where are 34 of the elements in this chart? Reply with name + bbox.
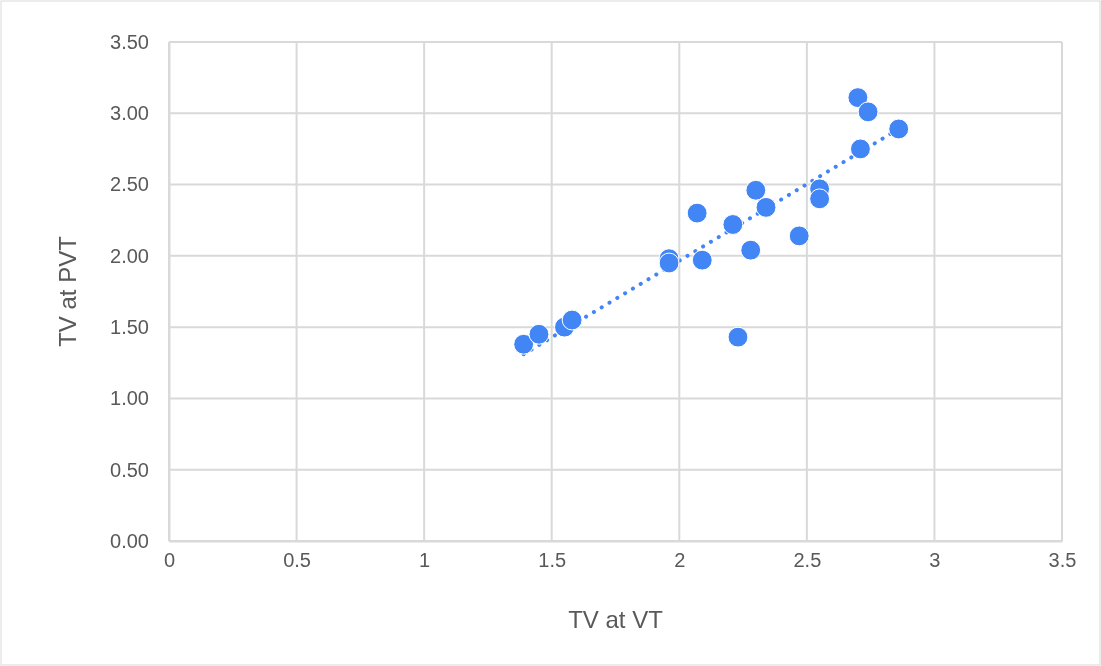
x-tick-label: 0.5 — [283, 549, 311, 572]
y-tick-label: 1.00 — [110, 387, 149, 410]
x-tick-label: 1 — [419, 549, 431, 572]
y-tick-label: 0.50 — [110, 458, 149, 481]
point — [788, 225, 810, 247]
point — [513, 333, 535, 355]
y-tick-label: 0.00 — [110, 529, 149, 552]
x-tick-label: 3 — [929, 549, 941, 572]
point — [888, 118, 910, 140]
x-tick-label: 2.5 — [793, 549, 822, 572]
x-tick-label: 3.5 — [1048, 549, 1077, 572]
y-tick-label: 1.50 — [110, 316, 149, 339]
point — [727, 326, 749, 348]
point — [857, 101, 879, 123]
point — [561, 309, 583, 331]
y-tick-label: 3.50 — [110, 30, 149, 53]
point — [755, 196, 777, 218]
point — [850, 138, 871, 160]
y-tick-label: 3.00 — [110, 102, 149, 125]
x-tick-label: 1.5 — [538, 549, 567, 572]
x-tick-label: 2 — [674, 549, 686, 572]
x-tick-label: 0 — [163, 549, 176, 572]
point — [847, 87, 869, 109]
point — [691, 249, 713, 271]
point — [528, 323, 550, 345]
point — [740, 239, 762, 261]
x-axis-title: TV at VT — [568, 606, 664, 633]
y-tick-label: 2.50 — [110, 173, 149, 196]
point — [722, 214, 744, 235]
y-tick-label: 2.00 — [110, 244, 149, 267]
y-axis-title: TV at PVT — [54, 235, 81, 347]
point — [745, 179, 767, 201]
point — [686, 202, 708, 224]
point — [809, 188, 831, 210]
